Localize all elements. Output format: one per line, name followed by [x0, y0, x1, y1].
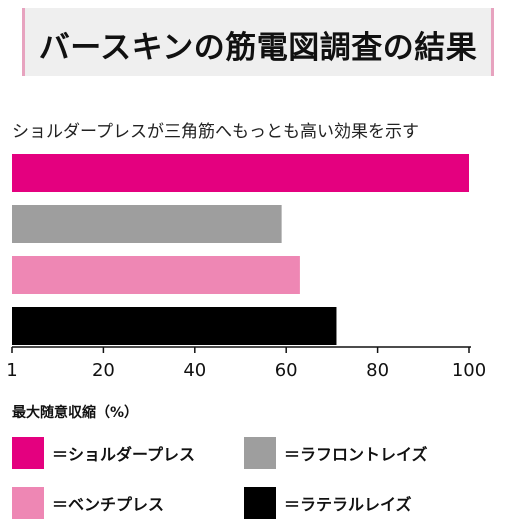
legend-item-front-raise: ＝ラフロントレイズ — [244, 436, 428, 470]
x-tick-label: 20 — [92, 360, 115, 381]
x-tick-label: 80 — [366, 360, 389, 381]
legend-swatch — [12, 437, 44, 469]
chart-title: バースキンの筋電図調査の結果 — [38, 30, 478, 66]
legend-label: ＝ベンチプレス — [52, 495, 165, 514]
legend: ＝ショルダープレス ＝ラフロントレイズ ＝ベンチプレス ＝ラテラルレイズ — [12, 436, 512, 520]
bar-2 — [12, 256, 300, 294]
bar-chart: 1 20 40 60 80 100 — [6, 154, 486, 381]
bar-3 — [12, 307, 337, 345]
legend-swatch — [12, 487, 44, 519]
legend-label: ＝ショルダープレス — [52, 445, 196, 464]
title-box: バースキンの筋電図調査の結果 — [22, 8, 494, 76]
x-tick-label: 60 — [275, 360, 298, 381]
title-banner: バースキンの筋電図調査の結果 — [0, 0, 519, 92]
x-tick-label: 40 — [183, 360, 206, 381]
x-tick-label: 100 — [452, 360, 486, 381]
legend-label: ＝ラテラルレイズ — [284, 495, 412, 514]
legend-swatch — [244, 437, 276, 469]
legend-item-bench-press: ＝ベンチプレス — [12, 486, 164, 520]
legend-item-lateral-raise: ＝ラテラルレイズ — [244, 486, 412, 520]
x-axis-label: 最大随意収縮（%） — [12, 405, 139, 421]
chart-subtitle: ショルダープレスが三角筋へもっとも高い効果を示す — [12, 122, 419, 142]
bar-0 — [12, 154, 469, 192]
legend-swatch — [244, 487, 276, 519]
legend-item-shoulder-press: ＝ショルダープレス — [12, 436, 195, 470]
legend-label: ＝ラフロントレイズ — [284, 445, 428, 464]
bar-1 — [12, 205, 282, 243]
x-tick-label: 1 — [6, 360, 17, 381]
